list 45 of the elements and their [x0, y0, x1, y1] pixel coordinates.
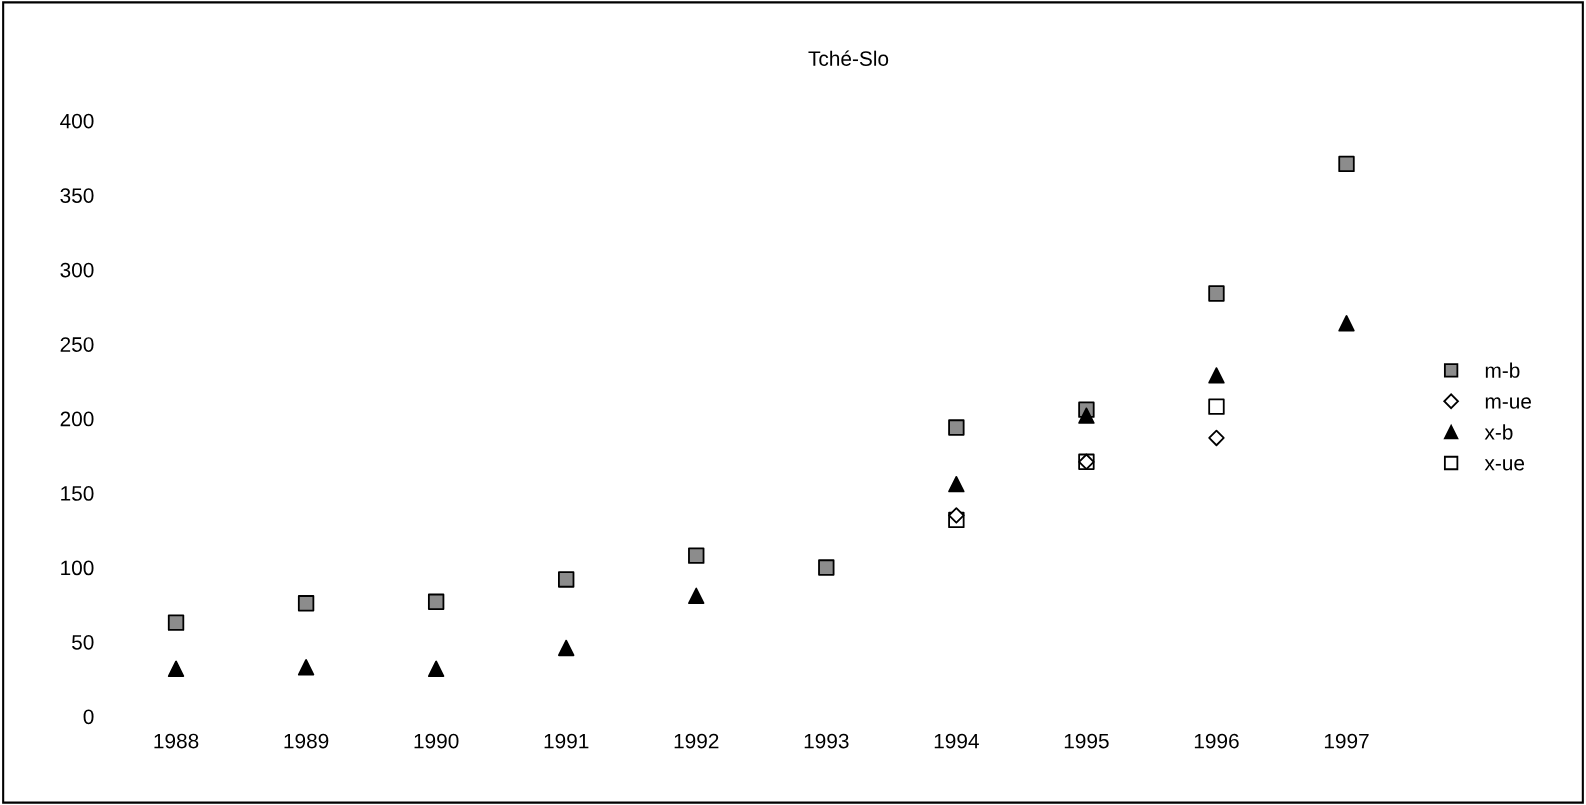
point: [1338, 155, 1355, 173]
point: [558, 571, 575, 588]
point: [1208, 429, 1225, 447]
point: [427, 593, 445, 610]
point: [167, 660, 185, 677]
y-tick-label: 350: [60, 188, 94, 203]
legend-label: x-ue: [1484, 459, 1525, 471]
y-tick-label: 400: [60, 113, 94, 129]
x-tick-label: 1994: [934, 733, 979, 749]
x-tick-label: 1992: [674, 733, 719, 749]
point: [1078, 407, 1095, 424]
point: [948, 475, 965, 493]
y-tick-label: 300: [60, 262, 94, 278]
point: [1208, 398, 1225, 415]
point: [948, 507, 965, 524]
point: [167, 614, 185, 631]
x-tick-label: 1990: [414, 733, 459, 749]
point: [1208, 367, 1225, 384]
point: [688, 587, 705, 605]
legend-label: x-b: [1484, 424, 1513, 440]
point: [1338, 315, 1355, 332]
x-tick-label: 1996: [1194, 733, 1239, 749]
y-tick-label: 200: [60, 411, 94, 427]
point: [818, 559, 835, 576]
point: [1208, 285, 1225, 302]
legend-label: m-ue: [1485, 397, 1531, 409]
y-tick-label: 100: [61, 560, 94, 576]
x-tick-label: 1997: [1324, 733, 1369, 749]
point: [297, 595, 315, 612]
y-tick-label: 250: [60, 337, 94, 352]
point: [297, 659, 315, 676]
x-tick-label: 1988: [154, 733, 199, 749]
point: [948, 419, 965, 436]
point: [427, 660, 445, 677]
y-tick-label: 0: [83, 709, 94, 725]
x-tick-label: 1995: [1064, 733, 1109, 749]
legend-label: m-b: [1485, 362, 1520, 378]
x-tick-label: 1993: [804, 733, 849, 749]
y-tick-label: 50: [72, 634, 94, 650]
x-tick-label: 1989: [284, 733, 329, 749]
point: [558, 639, 575, 657]
y-tick-label: 150: [61, 486, 94, 501]
x-tick-label: 1991: [544, 733, 589, 749]
point: [688, 547, 705, 564]
chart-title: Tché-Slo: [808, 50, 889, 66]
